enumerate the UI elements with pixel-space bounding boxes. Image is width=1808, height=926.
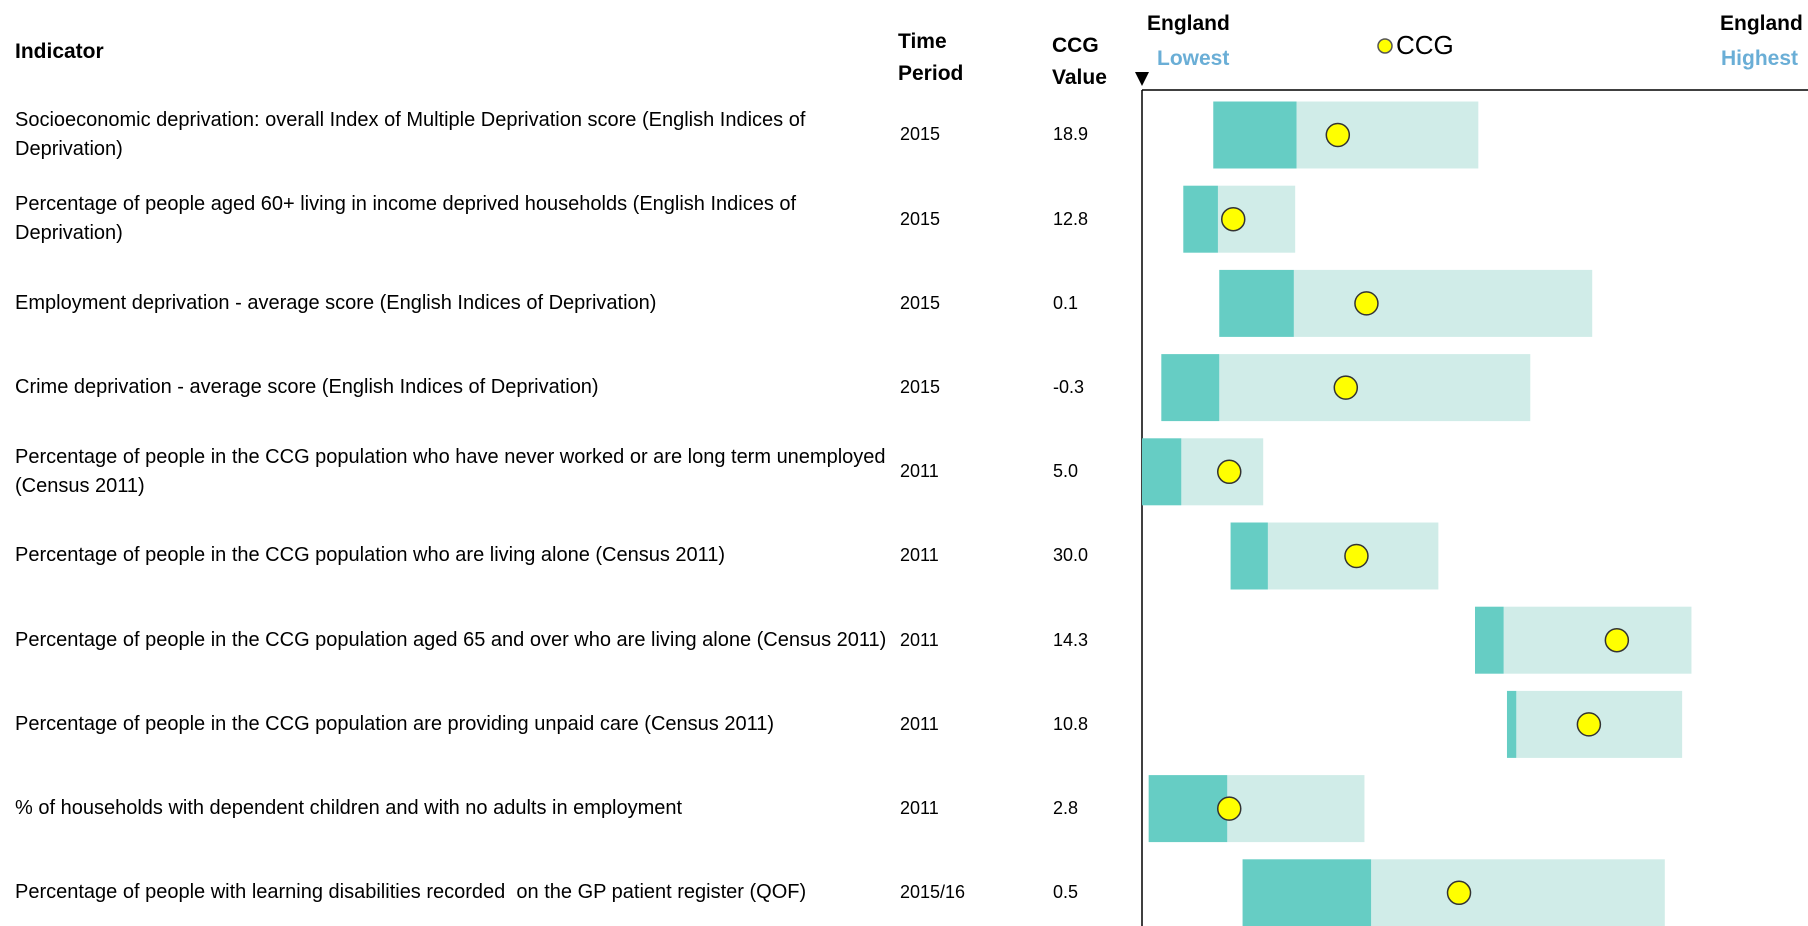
header-ccg-value: CCG Value bbox=[1052, 34, 1107, 89]
range-light bbox=[1296, 101, 1479, 169]
range-dark bbox=[1506, 690, 1517, 758]
indicator: Percentage of people aged 60+ living in … bbox=[15, 193, 802, 245]
range-light bbox=[1219, 354, 1531, 422]
ccg-value: 0.1 bbox=[1053, 292, 1079, 313]
range-dark bbox=[1219, 269, 1294, 337]
ccg-marker bbox=[1604, 627, 1630, 653]
time-period: 2015 bbox=[900, 208, 941, 229]
ccg-value: 30.0 bbox=[1053, 545, 1089, 566]
time-period: 2015/16 bbox=[900, 882, 966, 903]
header-indicator: Indicator bbox=[15, 40, 104, 63]
ccg-marker bbox=[1354, 291, 1379, 316]
range-light bbox=[1503, 606, 1692, 674]
range-light bbox=[1371, 859, 1665, 926]
legend-label: CCG bbox=[1396, 30, 1454, 60]
time-period: 2015 bbox=[900, 292, 941, 313]
range-dark bbox=[1213, 101, 1297, 169]
ccg-marker bbox=[1325, 122, 1351, 148]
indicator: Percentage of people with learning disab… bbox=[15, 881, 807, 904]
axis-marker bbox=[1135, 72, 1149, 86]
range-dark bbox=[1475, 606, 1504, 674]
time-period: 2015 bbox=[900, 124, 941, 145]
header-lowest-top: England bbox=[1147, 12, 1230, 35]
indicator: Socioeconomic deprivation: overall Index… bbox=[15, 108, 811, 160]
ccg-value: 5.0 bbox=[1053, 461, 1079, 482]
time-period: 2011 bbox=[900, 713, 939, 734]
ccg-value: -0.3 bbox=[1053, 377, 1085, 397]
header-time-period: Time Period bbox=[898, 30, 964, 85]
range-dark bbox=[1161, 354, 1220, 422]
indicator: Employment deprivation - average score (… bbox=[15, 291, 657, 314]
time-period: 2011 bbox=[900, 798, 939, 818]
ccg-marker bbox=[1576, 712, 1602, 737]
indicator: Percentage of people in the CCG populati… bbox=[15, 544, 726, 567]
range-dark bbox=[1148, 775, 1228, 843]
ccg-marker bbox=[1344, 543, 1369, 569]
range-light bbox=[1293, 269, 1593, 337]
ccg-marker bbox=[1216, 796, 1242, 821]
ccg-marker bbox=[1446, 880, 1472, 906]
header-highest-top: England bbox=[1720, 12, 1803, 35]
header-highest-bottom: Highest bbox=[1721, 47, 1799, 70]
indicator: Crime deprivation - average score (Engli… bbox=[15, 376, 599, 398]
indicator: Percentage of people in the CCG populati… bbox=[15, 628, 887, 651]
ccg-value: 18.9 bbox=[1053, 124, 1089, 145]
legend-marker bbox=[1377, 38, 1393, 54]
ccg-marker bbox=[1220, 206, 1246, 232]
time-period: 2011 bbox=[900, 545, 939, 566]
ccg-marker bbox=[1216, 459, 1242, 485]
indicator: % of households with dependent children … bbox=[15, 797, 683, 819]
range-dark bbox=[1183, 185, 1218, 253]
time-period: 2011 bbox=[900, 461, 939, 482]
ccg-value: 0.5 bbox=[1053, 882, 1079, 903]
ccg-value: 2.8 bbox=[1053, 798, 1079, 818]
ccg-marker bbox=[1333, 375, 1359, 400]
range-dark bbox=[1242, 859, 1372, 926]
time-period: 2011 bbox=[900, 629, 939, 650]
ccg-value: 12.8 bbox=[1053, 208, 1089, 229]
range-light bbox=[1227, 775, 1365, 843]
header-lowest-bottom: Lowest bbox=[1157, 47, 1230, 70]
indicator: Percentage of people in the CCG populati… bbox=[15, 445, 892, 497]
time-period: 2015 bbox=[900, 377, 941, 397]
range-dark bbox=[1230, 522, 1268, 590]
range-dark bbox=[1142, 438, 1182, 506]
ccg-value: 10.8 bbox=[1053, 713, 1089, 734]
ccg-value: 14.3 bbox=[1053, 629, 1089, 650]
indicator: Percentage of people in the CCG populati… bbox=[15, 712, 775, 735]
